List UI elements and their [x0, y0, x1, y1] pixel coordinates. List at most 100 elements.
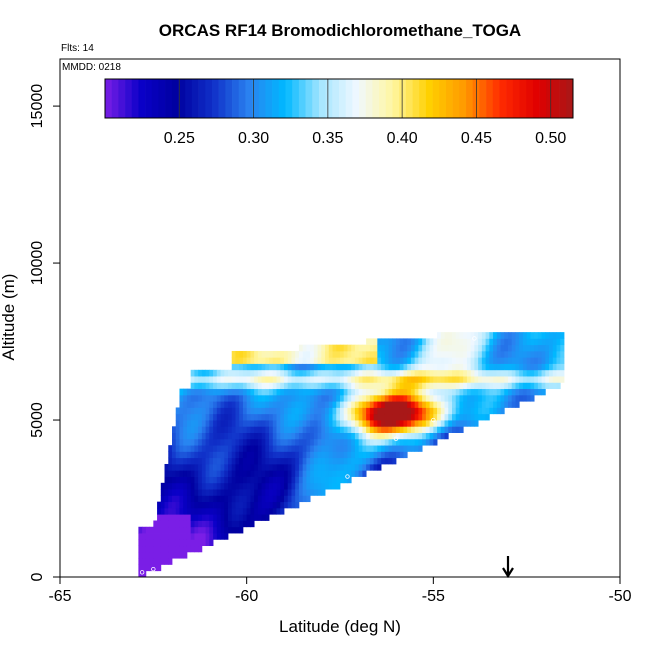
curtain-cell: [452, 376, 457, 383]
curtain-cell: [168, 558, 173, 565]
curtain-cell: [332, 407, 337, 415]
curtain-cell: [373, 401, 378, 408]
curtain-cell: [422, 344, 427, 352]
curtain-cell: [201, 457, 206, 465]
curtain-cell: [537, 357, 542, 364]
curtain-cell: [172, 533, 177, 540]
curtain-cell: [235, 470, 240, 477]
curtain-cell: [392, 426, 397, 433]
colorbar-segment: [198, 79, 206, 118]
curtain-cell: [407, 357, 412, 364]
colorbar-segment: [445, 79, 453, 118]
curtain-cell: [190, 445, 195, 452]
curtain-cell: [239, 438, 244, 446]
curtain-cell: [175, 495, 180, 503]
curtain-cell: [239, 520, 244, 528]
curtain-cell: [246, 495, 251, 503]
curtain-cell: [257, 357, 262, 364]
curtain-cell: [179, 476, 184, 484]
curtain-cell: [351, 470, 356, 477]
sample-point: [431, 417, 436, 423]
curtain-cell: [160, 533, 165, 540]
curtain-cell: [381, 369, 386, 377]
x-tick-label: -65: [48, 588, 71, 605]
curtain-cell: [216, 463, 221, 471]
curtain-cell: [396, 369, 401, 377]
curtain-cell: [366, 363, 371, 371]
curtain-cell: [302, 457, 307, 465]
curtain-cell: [231, 401, 236, 408]
curtain-cell: [246, 438, 251, 446]
curtain-cell: [272, 470, 277, 477]
curtain-cell: [399, 376, 404, 383]
curtain-cell: [444, 344, 449, 352]
sample-point: [319, 570, 324, 575]
curtain-cell: [463, 413, 468, 421]
curtain-cell: [493, 401, 498, 408]
curtain-cell: [336, 445, 341, 452]
curtain-cell: [194, 482, 199, 490]
curtain-cell: [485, 369, 490, 377]
curtain-cell: [269, 382, 274, 390]
curtain-cell: [310, 388, 315, 396]
curtain-cell: [254, 507, 259, 515]
curtain-cell: [388, 413, 393, 421]
curtain-cell: [396, 363, 401, 371]
curtain-cell: [366, 451, 371, 459]
curtain-cell: [403, 451, 408, 459]
curtain-cell: [284, 394, 289, 402]
curtain-cell: [194, 507, 199, 515]
curtain-cell: [493, 363, 498, 371]
curtain-cell: [261, 451, 266, 459]
curtain-cell: [261, 445, 266, 452]
curtain-cell: [231, 394, 236, 402]
curtain-cell: [347, 432, 352, 440]
curtain-cell: [272, 376, 277, 383]
curtain-cell: [332, 344, 337, 352]
curtain-cell: [246, 388, 251, 396]
curtain-cell: [478, 401, 483, 408]
curtain-cell: [481, 332, 486, 339]
curtain-cell: [190, 432, 195, 440]
curtain-cell: [429, 420, 434, 427]
curtain-cell: [220, 533, 225, 540]
curtain-cell: [362, 426, 367, 433]
curtain-cell: [310, 357, 315, 364]
curtain-cell: [310, 463, 315, 471]
curtain-cell: [175, 551, 180, 559]
curtain-cell: [388, 420, 393, 427]
curtain-cell: [265, 350, 270, 358]
colorbar-segment: [452, 79, 460, 118]
curtain-cell: [284, 438, 289, 446]
curtain-cell: [354, 401, 360, 408]
curtain-cell: [201, 539, 206, 547]
curtain-cell: [235, 420, 240, 427]
curtain-cell: [403, 338, 408, 346]
curtain-cell: [172, 438, 177, 446]
curtain-cell: [306, 432, 311, 440]
curtain-cell: [530, 394, 535, 402]
curtain-cell: [172, 476, 177, 484]
curtain-cell: [172, 445, 177, 452]
curtain-cell: [358, 382, 363, 390]
curtain-cell: [306, 451, 311, 459]
curtain-cell: [295, 388, 300, 396]
curtain-cell: [235, 526, 240, 534]
curtain-cell: [284, 382, 289, 390]
curtain-cell: [175, 407, 180, 415]
curtain-cell: [354, 376, 360, 383]
curtain-cell: [347, 369, 352, 377]
curtain-cell: [366, 369, 371, 377]
curtain-cell: [474, 401, 479, 408]
curtain-cell: [205, 533, 210, 540]
curtain-cell: [145, 539, 150, 547]
curtain-cell: [325, 401, 330, 408]
curtain-cell: [205, 382, 210, 390]
curtain-cell: [265, 438, 270, 446]
curtain-cell: [392, 413, 397, 421]
curtain-cell: [560, 344, 565, 352]
curtain-cell: [164, 476, 169, 484]
curtain-cell: [414, 344, 419, 352]
curtain-cell: [429, 350, 434, 358]
curtain-cell: [201, 388, 206, 396]
